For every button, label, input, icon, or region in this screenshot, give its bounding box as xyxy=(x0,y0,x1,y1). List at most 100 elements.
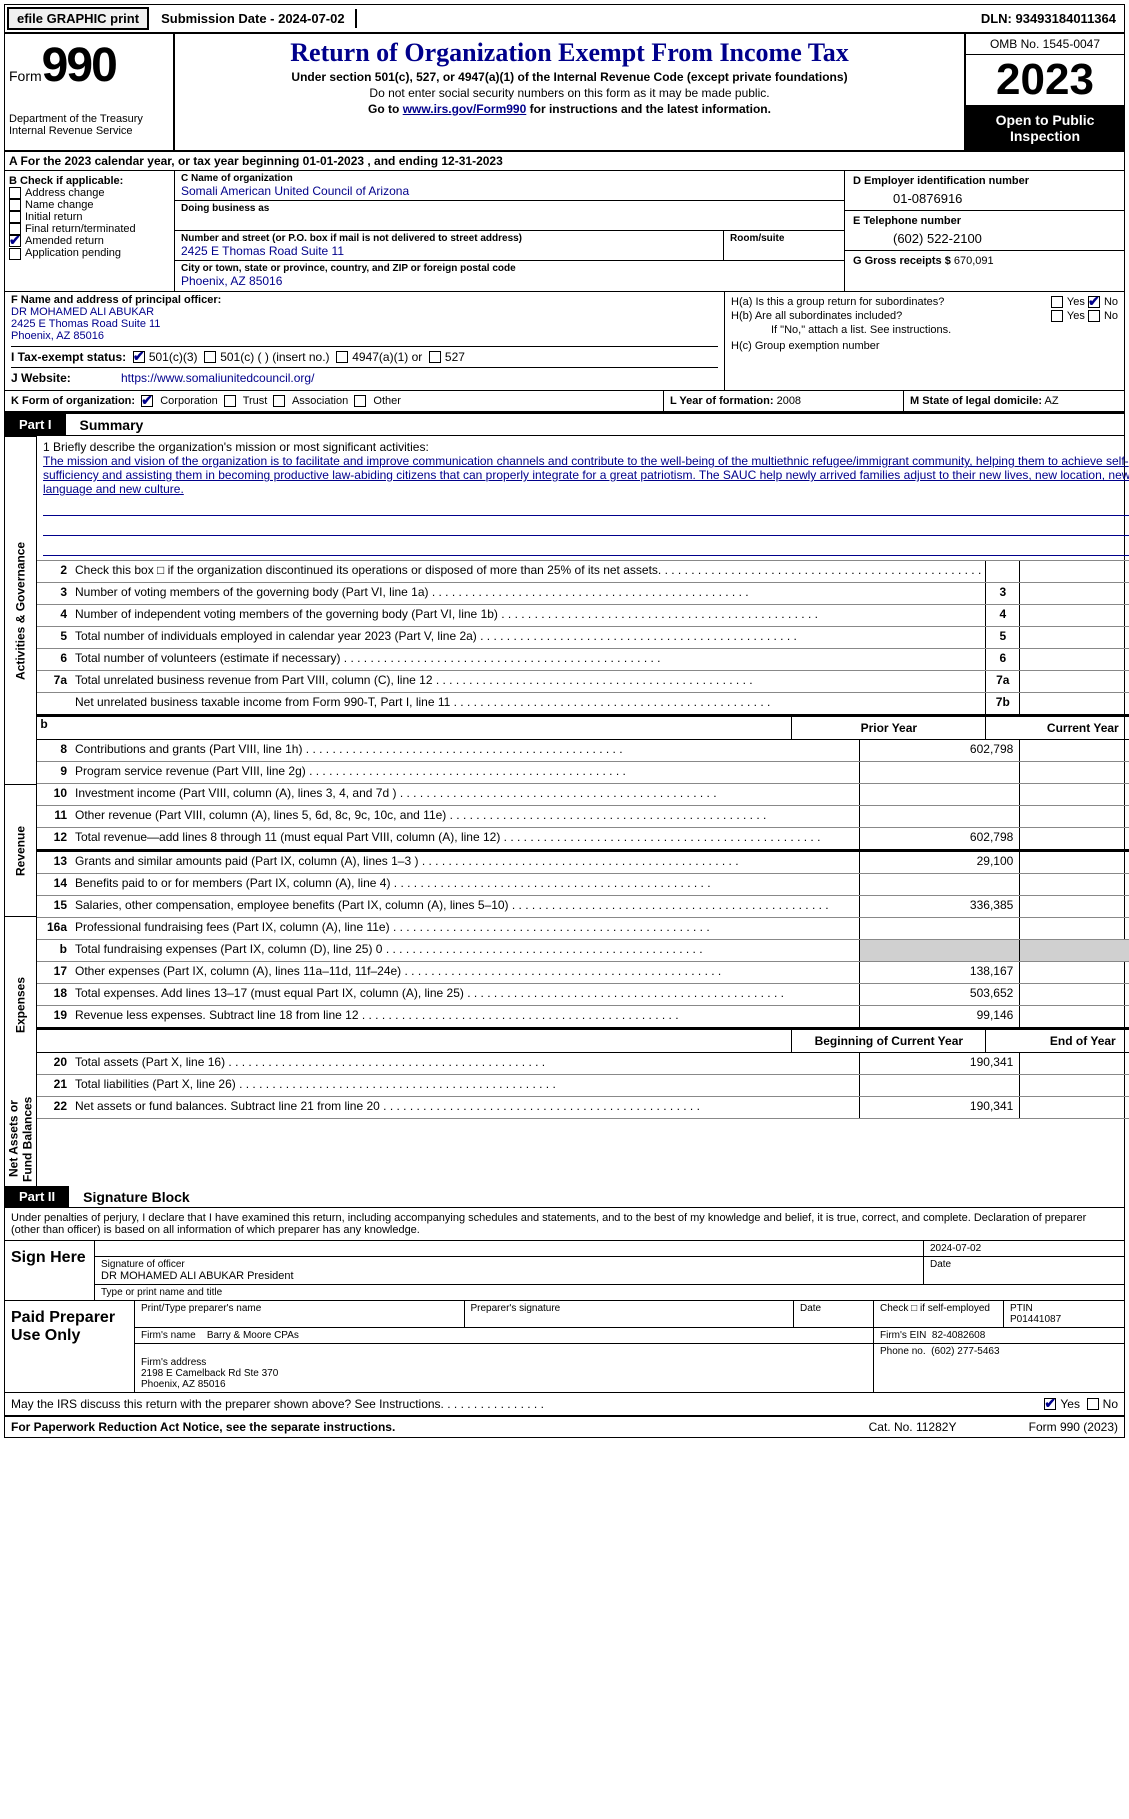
sidebar-revenue: Revenue xyxy=(5,784,36,916)
form-title: Return of Organization Exempt From Incom… xyxy=(183,38,956,68)
eoy-header: End of Year xyxy=(985,1030,1129,1052)
chk-initial-return[interactable]: Initial return xyxy=(9,211,170,223)
line-desc: Other expenses (Part IX, column (A), lin… xyxy=(71,962,859,983)
paid-preparer-label: Paid Preparer Use Only xyxy=(5,1301,135,1392)
hb-yes[interactable] xyxy=(1051,310,1063,322)
lines-expenses: 13Grants and similar amounts paid (Part … xyxy=(37,850,1129,1028)
current-value: 0 xyxy=(1019,918,1129,939)
chk-final-return[interactable]: Final return/terminated xyxy=(9,223,170,235)
ein-label: D Employer identification number xyxy=(853,175,1116,187)
line-box: 4 xyxy=(985,605,1019,626)
prior-value: 29,100 xyxy=(859,852,1019,873)
form-num-990: 990 xyxy=(42,39,116,92)
line-num xyxy=(37,693,71,714)
discuss-no[interactable] xyxy=(1087,1398,1099,1410)
line-desc: Total unrelated business revenue from Pa… xyxy=(71,671,985,692)
chk-amended-return[interactable]: Amended return xyxy=(9,235,170,247)
street-cell: Number and street (or P.O. box if mail i… xyxy=(175,231,724,261)
k2-label: L Year of formation: xyxy=(670,395,774,407)
line-box: 7a xyxy=(985,671,1019,692)
address-row: Number and street (or P.O. box if mail i… xyxy=(175,231,844,261)
sig-officer-name: DR MOHAMED ALI ABUKAR President xyxy=(101,1270,294,1282)
mission-label: 1 Briefly describe the organization's mi… xyxy=(43,440,1129,454)
current-value: -75,477 xyxy=(1019,1006,1129,1027)
summary-line-19: 19Revenue less expenses. Subtract line 1… xyxy=(37,1006,1129,1028)
line-desc: Total expenses. Add lines 13–17 (must eq… xyxy=(71,984,859,1005)
current-value xyxy=(1019,940,1129,961)
hb-note: If "No," attach a list. See instructions… xyxy=(731,324,1118,336)
line-num: 6 xyxy=(37,649,71,670)
room-suite-cell: Room/suite xyxy=(724,231,844,261)
chk-4947[interactable] xyxy=(336,351,348,363)
line-num: 12 xyxy=(37,828,71,849)
chk-501c3[interactable] xyxy=(133,351,145,363)
line-desc: Number of voting members of the governin… xyxy=(71,583,985,604)
chk-name-change[interactable]: Name change xyxy=(9,199,170,211)
line-value: 5 xyxy=(1019,649,1129,670)
line-box: 3 xyxy=(985,583,1019,604)
street-value: 2425 E Thomas Road Suite 11 xyxy=(181,244,717,258)
line-desc: Total liabilities (Part X, line 26) xyxy=(71,1075,859,1096)
dln-label: DLN: 93493184011364 xyxy=(973,9,1124,28)
current-value: 112,365 xyxy=(1019,1097,1129,1118)
prior-value xyxy=(859,940,1019,961)
chk-association[interactable] xyxy=(273,395,285,407)
chk-trust[interactable] xyxy=(224,395,236,407)
summary-line-3: 3Number of voting members of the governi… xyxy=(37,583,1129,605)
k3-label: M State of legal domicile: xyxy=(910,395,1042,407)
chk-address-change[interactable]: Address change xyxy=(9,187,170,199)
part-1-title: Summary xyxy=(66,417,144,433)
hb-row: H(b) Are all subordinates included? Yes … xyxy=(731,310,1118,322)
block-bcd: B Check if applicable: Address change Na… xyxy=(5,171,1124,292)
gross-receipts-cell: G Gross receipts $ 670,091 xyxy=(845,251,1124,271)
current-value: 618,002 xyxy=(1019,896,1129,917)
k1-label: K Form of organization: xyxy=(11,395,135,407)
sig-officer-label: Signature of officer DR MOHAMED ALI ABUK… xyxy=(95,1257,924,1285)
line-desc: Total revenue—add lines 8 through 11 (mu… xyxy=(71,828,859,849)
telephone-cell: E Telephone number (602) 522-2100 xyxy=(845,211,1124,251)
prior-value xyxy=(859,762,1019,783)
line-desc: Total fundraising expenses (Part IX, col… xyxy=(71,940,859,961)
chk-501c[interactable] xyxy=(204,351,216,363)
dept-label: Department of the Treasury Internal Reve… xyxy=(9,113,169,137)
current-year-header: Current Year xyxy=(985,717,1129,739)
instructions-link[interactable]: www.irs.gov/Form990 xyxy=(403,102,527,116)
discuss-yes[interactable] xyxy=(1044,1398,1056,1410)
line-num: 16a xyxy=(37,918,71,939)
block-fh: F Name and address of principal officer:… xyxy=(5,292,1124,391)
prep-name-hdr: Print/Type preparer's name xyxy=(135,1301,465,1328)
chk-application-pending[interactable]: Application pending xyxy=(9,247,170,259)
header-row: Form990 Department of the Treasury Inter… xyxy=(5,34,1124,152)
mission-block: 1 Briefly describe the organization's mi… xyxy=(37,436,1129,561)
mission-blank-1 xyxy=(43,500,1129,516)
line-desc: Net unrelated business taxable income fr… xyxy=(71,693,985,714)
sign-here-row: Sign Here 2024-07-02 Signature of office… xyxy=(5,1241,1124,1301)
k3-value: AZ xyxy=(1044,395,1058,407)
prior-value: 99,146 xyxy=(859,1006,1019,1027)
hb-no[interactable] xyxy=(1088,310,1100,322)
line-num: 18 xyxy=(37,984,71,1005)
summary-line-9: 9Program service revenue (Part VIII, lin… xyxy=(37,762,1129,784)
paperwork-notice: For Paperwork Reduction Act Notice, see … xyxy=(11,1420,869,1434)
chk-corporation[interactable] xyxy=(141,395,153,407)
sig-date-label: Date xyxy=(924,1257,1124,1285)
firm-name-cell: Firm's name Barry & Moore CPAs xyxy=(135,1328,874,1344)
efile-print-button[interactable]: efile GRAPHIC print xyxy=(7,7,149,30)
sign-date: 2024-07-02 xyxy=(924,1241,1124,1257)
officer-addr2: Phoenix, AZ 85016 xyxy=(11,330,718,342)
mission-blank-2 xyxy=(43,520,1129,536)
cat-no: Cat. No. 11282Y xyxy=(869,1420,1029,1434)
gross-value: 670,091 xyxy=(954,255,994,267)
subtitle-2: Do not enter social security numbers on … xyxy=(183,86,956,100)
prep-date-hdr: Date xyxy=(794,1301,874,1328)
prep-hdr-row: Print/Type preparer's name Preparer's si… xyxy=(135,1301,1124,1328)
header-middle: Return of Organization Exempt From Incom… xyxy=(175,34,964,150)
chk-other[interactable] xyxy=(354,395,366,407)
ha-no[interactable] xyxy=(1088,296,1100,308)
line-num: 2 xyxy=(37,561,71,582)
website-value: https://www.somaliunitedcouncil.org/ xyxy=(121,371,314,385)
prior-value: 190,341 xyxy=(859,1097,1019,1118)
ha-yes[interactable] xyxy=(1051,296,1063,308)
summary-line-20: 20Total assets (Part X, line 16) 190,341… xyxy=(37,1053,1129,1075)
chk-527[interactable] xyxy=(429,351,441,363)
